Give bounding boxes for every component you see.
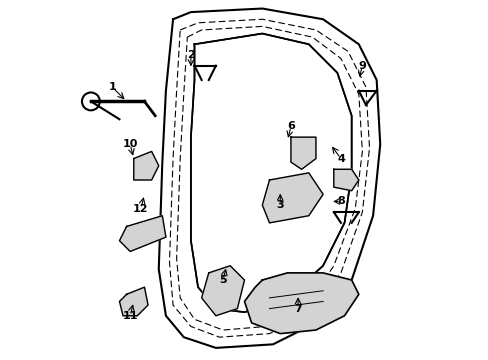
Polygon shape [134,152,159,180]
Text: 10: 10 [122,139,138,149]
Text: 1: 1 [108,82,116,92]
Polygon shape [244,273,358,334]
Text: 3: 3 [276,200,284,210]
Text: 2: 2 [186,50,194,60]
Polygon shape [262,173,323,223]
Polygon shape [119,287,148,316]
Text: 5: 5 [219,275,226,285]
Text: 4: 4 [336,154,344,163]
Polygon shape [290,137,315,169]
Text: 12: 12 [133,203,148,213]
Text: 7: 7 [294,303,302,314]
Text: 6: 6 [286,121,294,131]
Text: 8: 8 [336,197,344,206]
Text: 9: 9 [358,61,366,71]
Polygon shape [333,169,358,191]
Polygon shape [119,216,165,251]
Polygon shape [190,33,351,312]
Text: 11: 11 [122,311,138,321]
Polygon shape [201,266,244,316]
